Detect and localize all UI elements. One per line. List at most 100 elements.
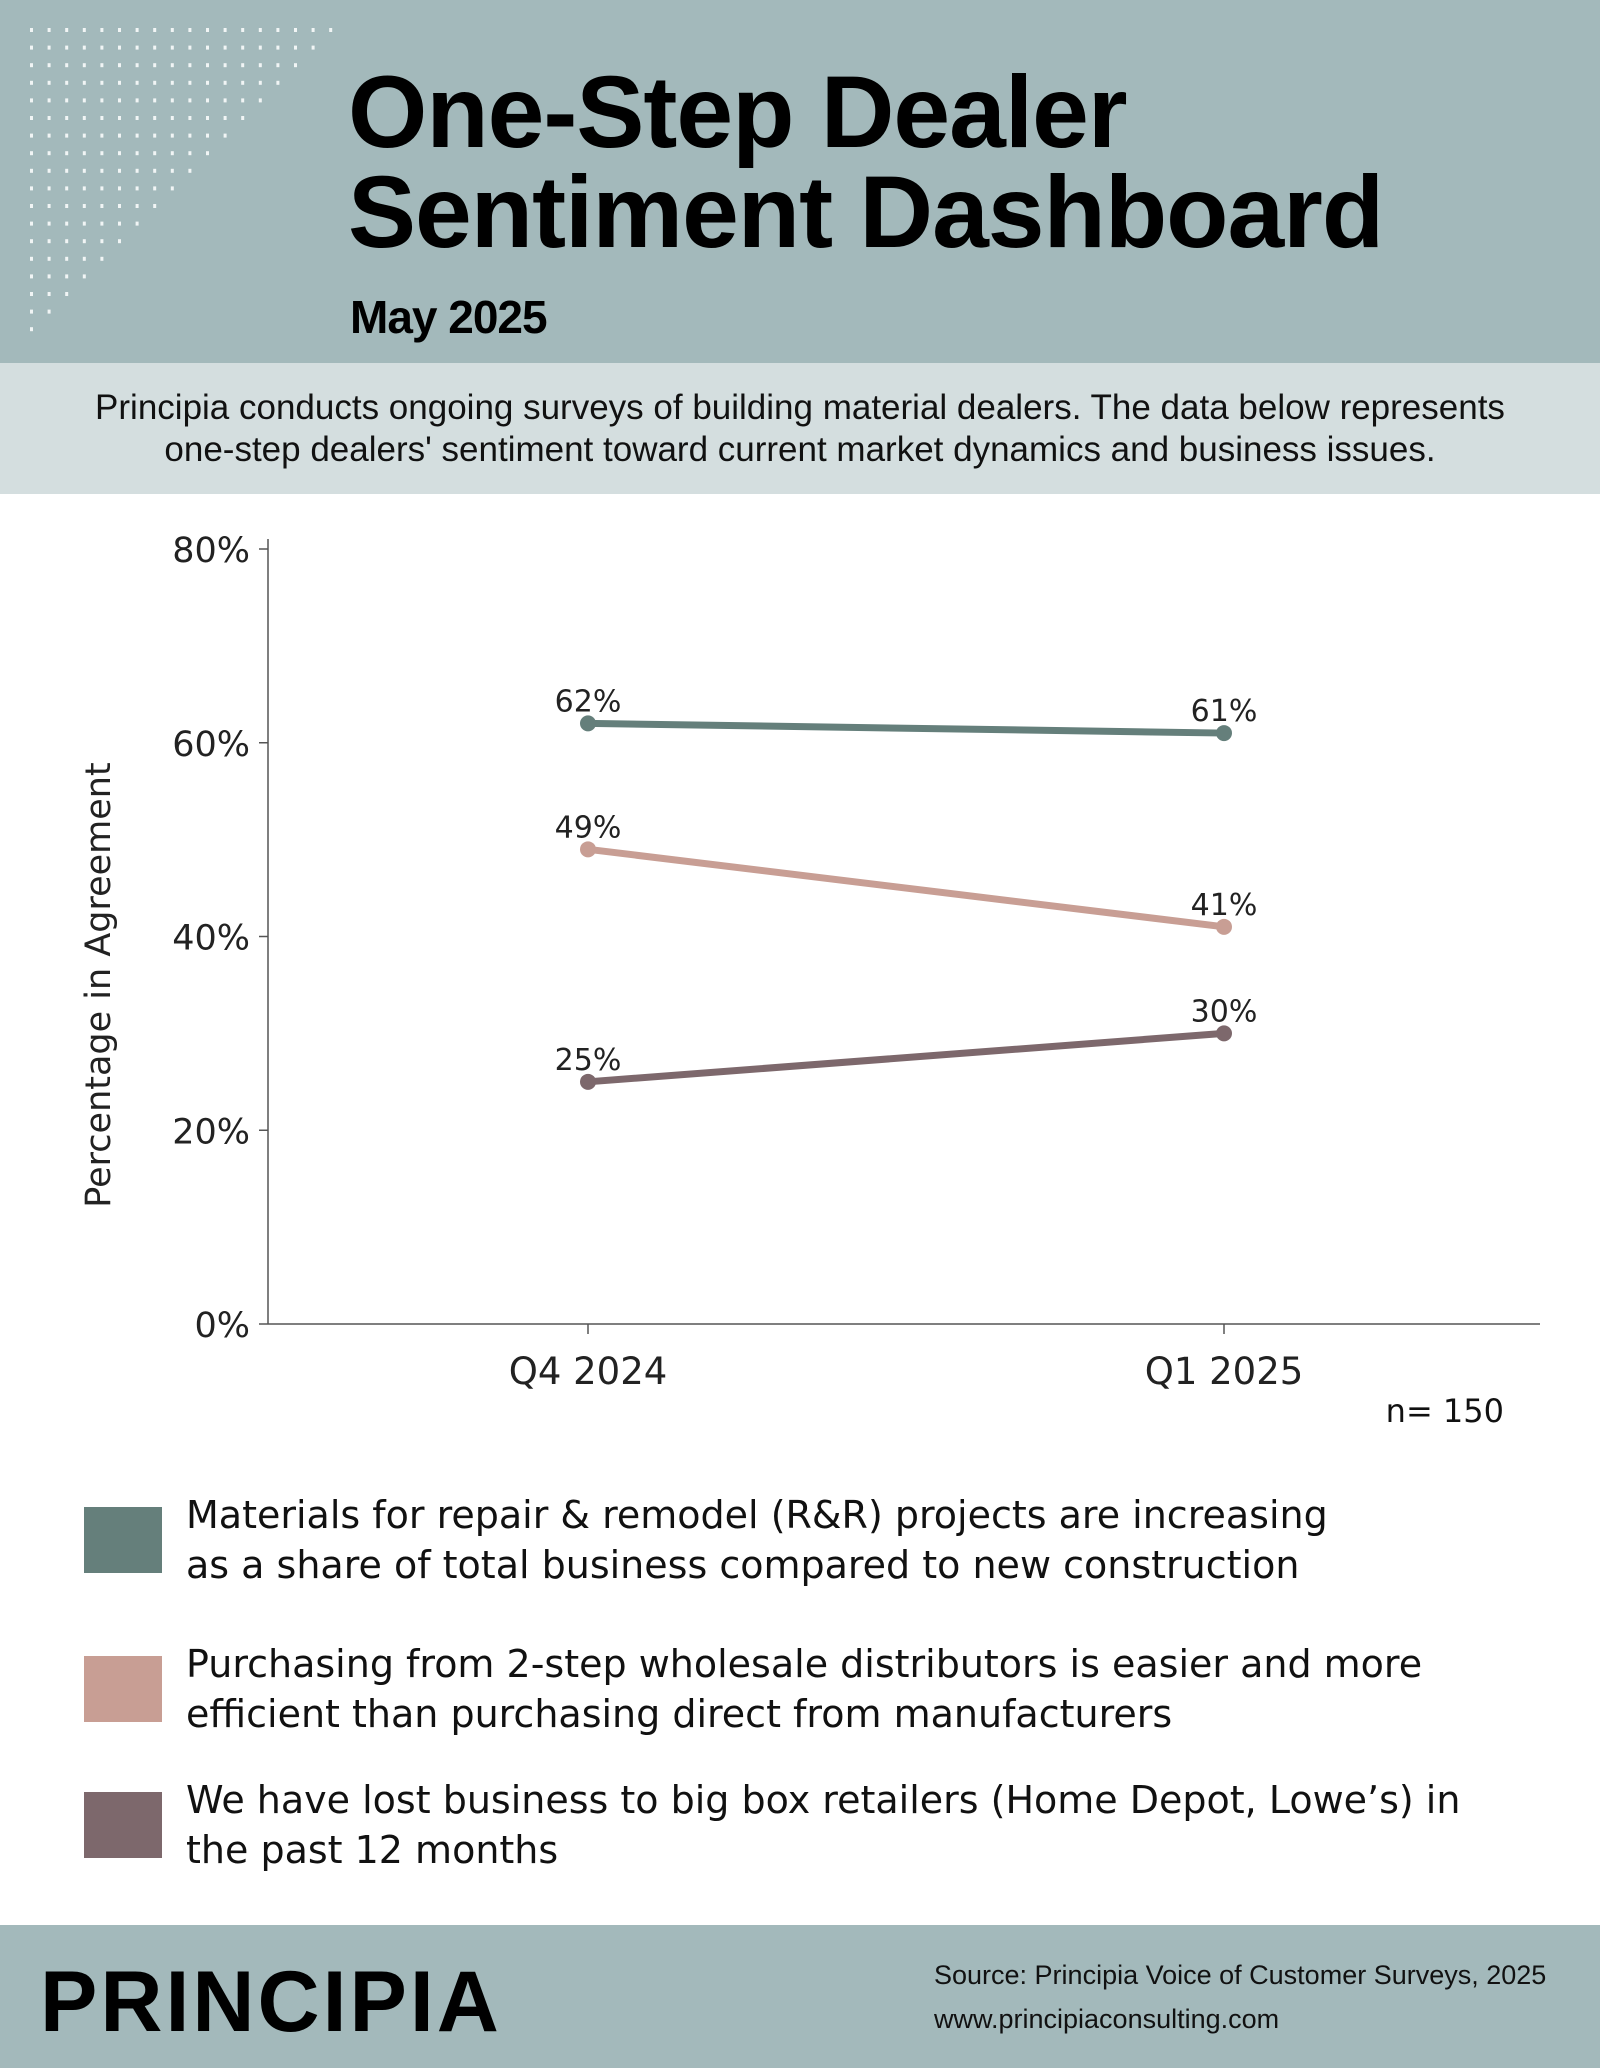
legend-swatch-rr [84, 1507, 162, 1573]
decoration-dot [82, 239, 86, 244]
decoration-dot [170, 63, 174, 68]
intro-band: Principia conducts ongoing surveys of bu… [0, 363, 1600, 494]
decoration-dot [258, 28, 262, 32]
decoration-dot [82, 28, 86, 32]
y-tick-label: 40% [172, 919, 250, 959]
legend-label-rr-line-1: Materials for repair & remodel (R&R) pro… [186, 1493, 1328, 1537]
decoration-dot [30, 116, 33, 120]
decoration-dot [153, 133, 157, 138]
decoration-dot [82, 274, 86, 279]
decoration-dot [118, 239, 121, 244]
decoration-dot [30, 98, 33, 103]
decoration-dot [100, 151, 104, 156]
decoration-dot [294, 63, 297, 68]
decoration-dot [118, 116, 121, 120]
decoration-dot [82, 151, 86, 156]
data-label: 41% [1191, 888, 1258, 923]
decoration-dot [223, 98, 227, 103]
legend-label-wholesale-line-2: efficient than purchasing direct from ma… [186, 1692, 1173, 1736]
decoration-dot [258, 63, 262, 68]
data-point [580, 715, 596, 732]
decoration-dot [170, 186, 174, 191]
decoration-dot [30, 221, 33, 226]
decoration-dot [170, 98, 174, 103]
decoration-dot [311, 28, 315, 32]
decoration-dot [47, 98, 51, 103]
decoration-dot [65, 168, 69, 173]
decoration-dot [206, 98, 209, 103]
decoration-dot [258, 98, 262, 103]
decoration-dot [170, 133, 174, 138]
x-tick-label: Q1 2025 [1145, 1350, 1304, 1393]
decoration-dot [188, 116, 192, 120]
decoration-dot [47, 133, 51, 138]
decoration-dot [82, 45, 86, 50]
decoration-dot [100, 239, 104, 244]
header-banner: One-Step Dealer Sentiment Dashboard May … [0, 0, 1600, 363]
decoration-dot [100, 186, 104, 191]
decoration-dot [135, 151, 139, 156]
decoration-dot [135, 221, 139, 226]
y-tick-label: 20% [172, 1112, 250, 1152]
decoration-dot [47, 45, 51, 50]
decoration-dot [47, 204, 51, 208]
decoration-dot [241, 98, 245, 103]
decoration-dot [223, 116, 227, 120]
y-tick-label: 80% [172, 531, 250, 571]
decoration-dot [241, 45, 245, 50]
decoration-dot [135, 80, 139, 85]
decoration-dot [47, 292, 51, 296]
decoration-dot [206, 151, 209, 156]
decoration-dot [153, 28, 157, 32]
report-date: May 2025 [350, 291, 548, 343]
decoration-dot [47, 63, 51, 68]
data-point [1216, 918, 1232, 935]
decoration-dot [30, 168, 33, 173]
legend-swatch-bigbox [84, 1792, 162, 1858]
decoration-dot [30, 186, 33, 191]
decoration-dot [276, 28, 280, 32]
decoration-dot [311, 45, 315, 50]
decoration-dot [153, 63, 157, 68]
decoration-dot [118, 186, 121, 191]
decoration-dot [65, 116, 69, 120]
decoration-dot [82, 80, 86, 85]
decoration-dot [135, 98, 139, 103]
decoration-dot [135, 186, 139, 191]
decoration-dot [153, 151, 157, 156]
decoration-dot [206, 28, 209, 32]
data-label: 61% [1191, 694, 1258, 729]
decoration-dot [276, 80, 280, 85]
decoration-dot [65, 274, 69, 279]
decoration-dot [153, 116, 157, 120]
series-line-1 [584, 719, 1228, 737]
decoration-dot [30, 45, 33, 50]
website-link[interactable]: www.principiaconsulting.com [934, 2004, 1280, 2034]
data-point [1216, 725, 1232, 742]
decoration-dot [206, 63, 209, 68]
legend-label-wholesale-line-1: Purchasing from 2-step wholesale distrib… [186, 1642, 1423, 1686]
decoration-dot [47, 186, 51, 191]
decoration-dot [65, 186, 69, 191]
decoration-dot [153, 168, 157, 173]
decoration-dot [135, 63, 139, 68]
title-line-2: Sentiment Dashboard [348, 155, 1384, 269]
decoration-dot [188, 80, 192, 85]
y-axis-title: Percentage in Agreement [79, 762, 119, 1207]
decoration-dot [153, 80, 157, 85]
title-line-1: One-Step Dealer [348, 55, 1128, 169]
decoration-dot [82, 63, 86, 68]
decoration-dot [47, 239, 51, 244]
decoration-dot [118, 98, 121, 103]
data-label: 49% [555, 810, 622, 845]
decoration-dot [206, 80, 209, 85]
decoration-dot [153, 98, 157, 103]
decoration-dot [30, 151, 33, 156]
decoration-dot [65, 133, 69, 138]
decoration-dot [118, 151, 121, 156]
legend-label-bigbox-line-2: the past 12 months [186, 1828, 559, 1872]
decoration-dot [100, 80, 104, 85]
decoration-dot [188, 168, 192, 173]
decoration-dot [100, 45, 104, 50]
data-label: 30% [1191, 994, 1258, 1029]
